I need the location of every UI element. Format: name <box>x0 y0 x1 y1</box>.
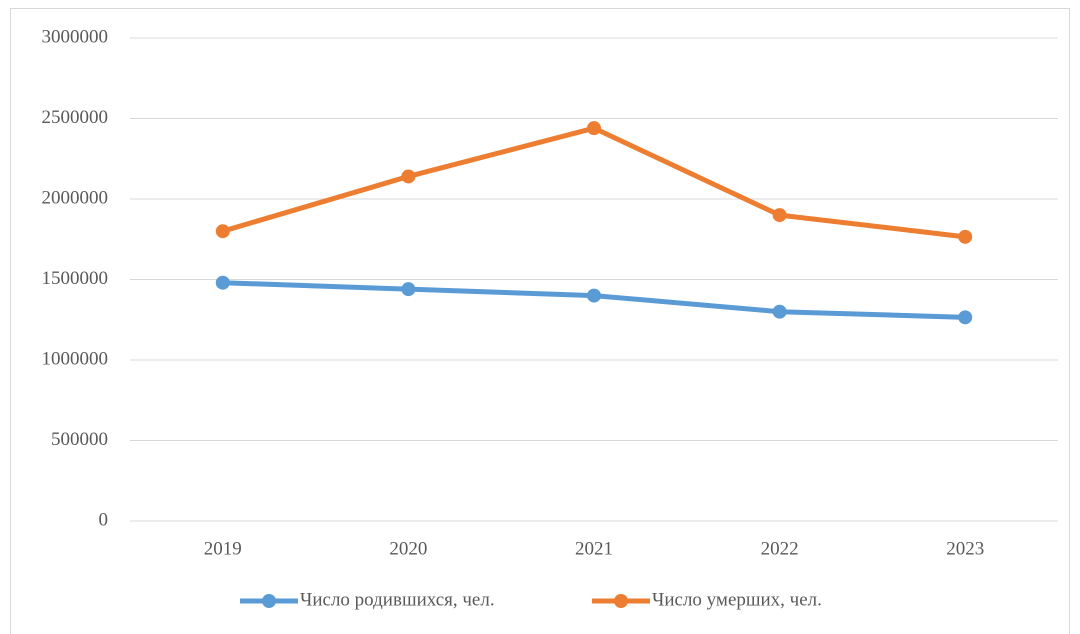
data-point <box>587 288 601 303</box>
legend-marker <box>614 594 628 608</box>
data-point <box>215 224 230 239</box>
x-tick-label: 2022 <box>761 538 799 559</box>
legend-marker <box>262 594 276 608</box>
data-point <box>587 121 601 136</box>
y-tick-label: 500000 <box>51 429 108 450</box>
x-tick-label: 2019 <box>204 538 242 559</box>
y-tick-label: 2500000 <box>42 107 109 128</box>
data-point <box>772 304 787 319</box>
legend-label: Число родившихся, чел. <box>300 589 495 610</box>
y-tick-label: 2000000 <box>42 187 109 208</box>
y-tick-label: 3000000 <box>42 26 109 47</box>
data-point <box>772 208 787 223</box>
data-point <box>958 310 973 325</box>
chart-frame <box>10 8 1070 634</box>
y-tick-label: 0 <box>99 509 109 530</box>
data-point <box>215 275 230 290</box>
y-tick-label: 1000000 <box>42 348 109 369</box>
x-tick-label: 2023 <box>946 538 984 559</box>
data-point <box>401 169 416 184</box>
data-point <box>401 282 416 297</box>
x-tick-label: 2021 <box>575 538 613 559</box>
x-tick-label: 2020 <box>389 538 427 559</box>
legend-label: Число умерших, чел. <box>652 589 822 610</box>
data-point <box>958 229 973 244</box>
y-tick-label: 1500000 <box>42 268 109 289</box>
